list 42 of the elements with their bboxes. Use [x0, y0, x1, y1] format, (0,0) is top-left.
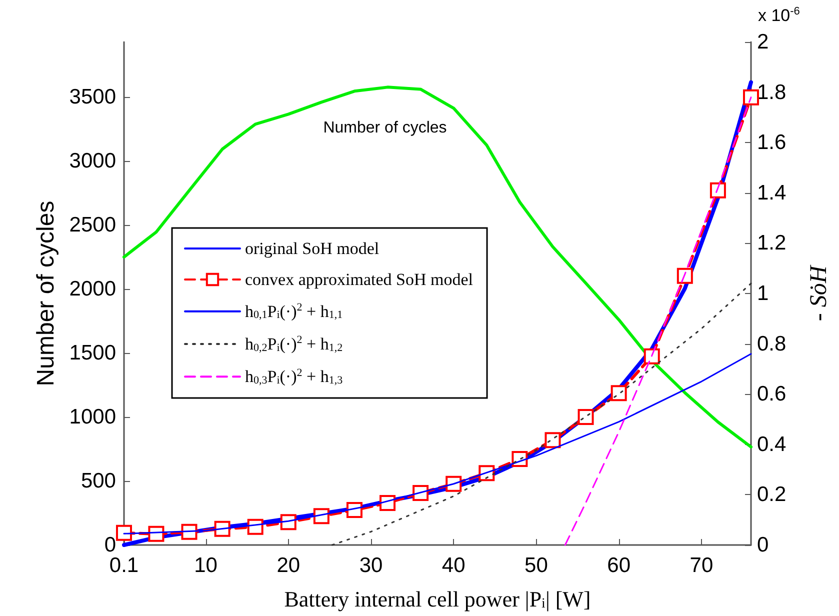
- x-tick-label: 30: [359, 554, 383, 577]
- y2-tick-label: 0.4: [757, 432, 787, 456]
- legend-label: convex approximated SoH model: [245, 270, 474, 289]
- x-tick-label: 40: [442, 554, 466, 577]
- point: [544, 432, 561, 448]
- point: [676, 268, 693, 284]
- y2-tick-label: 0.8: [757, 332, 786, 356]
- y-axis-title: Number of cycles: [32, 200, 60, 386]
- x-axis-title: Battery internal cell power |Pi| [W]: [284, 586, 591, 612]
- y2-tick-label: 0: [757, 534, 769, 556]
- y2-tick-label: 2: [757, 30, 769, 54]
- x-tick-label: 0.1: [109, 554, 139, 577]
- y-tick-label: 1500: [69, 342, 116, 365]
- y2-tick-label: 1.8: [757, 80, 786, 104]
- y-tick-label: 3000: [69, 150, 116, 173]
- y2-tick-label: 0.2: [757, 483, 786, 506]
- y2-tick-label: 0.6: [757, 382, 786, 406]
- y2-tick-label: 1.6: [757, 131, 786, 154]
- y-tick-label: 2500: [69, 214, 116, 237]
- y2-tick-label: 1.2: [757, 232, 786, 255]
- y-tick-label: 1000: [69, 406, 116, 429]
- y-tick-label: 0: [104, 534, 116, 556]
- line-series: [122, 86, 752, 448]
- x-tick-label: 20: [276, 554, 300, 577]
- point: [743, 89, 759, 106]
- x-tick-label: 60: [607, 554, 631, 577]
- point: [710, 182, 726, 198]
- point: [644, 348, 660, 364]
- point: [578, 408, 594, 425]
- annotation: Number of cycles: [323, 120, 447, 136]
- point: [610, 385, 627, 402]
- y2-tick-label: 1: [757, 282, 769, 305]
- y-tick-label: 500: [80, 470, 116, 493]
- y-tick-label: 2000: [69, 278, 116, 301]
- x-tick-label: 50: [524, 554, 548, 577]
- x-tick-label: 70: [690, 554, 714, 577]
- y2-axis-title: - SȯH: [806, 264, 832, 322]
- x-tick-label: 10: [194, 554, 218, 577]
- y-tick-label: 3500: [69, 86, 116, 109]
- point: [116, 524, 132, 541]
- y2-tick-label: 1.4: [757, 181, 787, 204]
- legend-label: original SoH model: [245, 239, 380, 258]
